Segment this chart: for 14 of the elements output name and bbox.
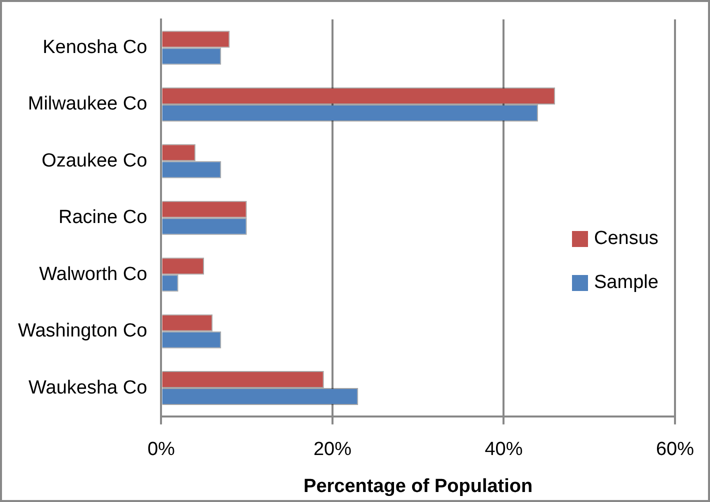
y-tick-label: Washington Co [18,320,148,342]
y-tick-label: Ozaukee Co [42,150,148,172]
y-tick-label: Racine Co [58,207,148,228]
x-axis-title: Percentage of Population [304,476,533,497]
x-tick-label: 0% [147,439,176,460]
y-tick-label: Walworth Co [39,264,148,285]
y-tick-label: Waukesha Co [28,377,148,398]
legend-label: Sample [594,272,658,294]
x-tick-label: 40% [484,439,523,460]
x-tick-label: 20% [313,439,352,460]
y-tick-label: Milwaukee Co [28,94,148,115]
y-tick-label: Kenosha Co [42,36,148,58]
x-tick-label: 60% [656,439,694,460]
legend-label: Census [594,228,658,250]
